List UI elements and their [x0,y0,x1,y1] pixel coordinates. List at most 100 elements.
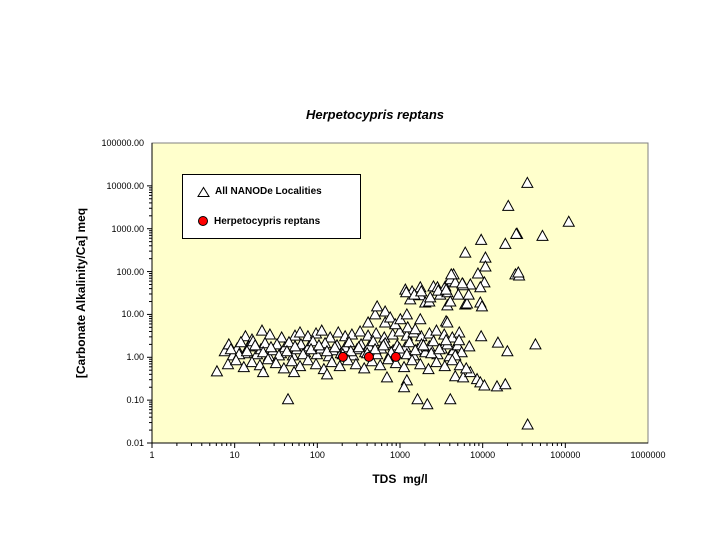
data-point-triangle [520,176,534,188]
data-point-triangle [309,357,323,370]
legend-entry-herpetocypris-reptans: Herpetocypris reptans [197,215,360,227]
x-tick-label: 100 [309,450,325,460]
data-point-triangle [258,336,272,349]
data-point-triangle [452,288,465,300]
data-point-triangle [400,307,414,320]
y-tick-label: 0.01 [126,438,144,448]
data-point-triangle [422,362,435,375]
data-point-circle [363,351,374,362]
data-point-triangle [366,334,380,347]
data-point-triangle [417,338,430,351]
x-tick-label: 1000 [389,450,411,460]
y-tick-label: 100000.00 [101,138,144,148]
data-point-triangle [245,355,259,368]
data-point-triangle [562,215,576,227]
data-point-triangle [381,352,395,365]
data-point-triangle [282,335,296,348]
data-point-triangle [411,392,424,405]
data-point-triangle [498,377,512,390]
legend: All NANODe Localities Herpetocypris rept… [182,174,361,239]
data-point-triangle [306,334,320,347]
data-point-triangle [240,344,254,357]
data-point-triangle [448,275,462,288]
triangle-marker-icon [197,186,210,197]
data-point-triangle [430,324,443,336]
data-point-triangle [501,199,515,211]
data-point-triangle [377,338,390,351]
data-point-triangle [255,324,269,336]
chart-title: Herpetocypris reptans [306,107,444,122]
data-point-triangle [328,340,342,353]
data-point-triangle [325,355,339,368]
data-point-triangle [430,355,443,368]
data-point-triangle [401,320,415,333]
data-point-triangle [479,260,492,272]
legend-entry-all-nanode-localities: All NANODe Localities [197,186,360,198]
x-tick-label: 100000 [550,450,581,460]
data-point-triangle [413,312,427,325]
data-point-triangle [277,361,291,374]
data-point-triangle [270,337,284,350]
data-point-triangle [248,338,262,351]
data-point-triangle [353,324,367,337]
data-point-triangle [474,329,488,342]
data-point-triangle [281,392,295,405]
data-point-triangle [288,339,302,352]
data-point-triangle [408,322,422,335]
data-point-triangle [293,325,307,338]
y-tick-label: 100.00 [116,266,144,277]
data-point-triangle [320,367,334,380]
data-point-triangle [275,330,288,343]
data-point-triangle [403,335,416,348]
data-point-triangle [474,233,488,245]
data-point-triangle [414,284,428,297]
data-point-triangle [427,334,440,347]
data-point-triangle [478,378,491,391]
x-tick-label: 10 [229,450,240,460]
data-point-triangle [293,359,307,372]
data-point-triangle [448,369,462,382]
data-point-triangle [439,283,453,295]
data-point-triangle [361,315,375,328]
data-point-triangle [473,280,487,293]
data-point-triangle [501,344,514,357]
data-point-triangle [400,347,414,360]
data-point-triangle [471,266,485,279]
x-axis-title: TDS mg/l [372,472,428,486]
data-point-triangle [368,342,382,355]
data-point-triangle [383,310,397,323]
data-point-triangle [263,327,277,340]
data-point-triangle [462,288,476,300]
data-point-triangle [234,335,248,348]
data-point-triangle [439,333,453,346]
data-point-triangle [498,237,512,249]
circle-marker-icon [198,216,208,227]
data-point-triangle [380,370,394,383]
y-tick-label: 10000.00 [106,180,144,191]
data-point-circle [390,351,401,362]
data-point-triangle [529,337,542,350]
data-point-triangle [256,365,270,378]
data-point-triangle [445,353,459,366]
data-point-triangle [333,359,347,372]
data-point-triangle [312,338,326,351]
data-point-triangle [269,356,283,369]
data-point-triangle [352,340,366,353]
y-tick-label: 10.00 [121,309,144,320]
data-point-triangle [373,358,387,371]
data-point-triangle [315,324,329,336]
data-point-triangle [357,361,371,374]
data-point-triangle [261,352,275,365]
data-point-triangle [413,357,427,370]
x-tick-label: 1000000 [630,450,666,460]
data-point-triangle [509,227,523,239]
data-point-triangle [452,333,466,346]
data-point-triangle [224,342,238,355]
data-point-triangle [397,360,411,373]
data-point-triangle [521,417,534,430]
data-point-triangle [460,296,474,309]
legend-label: All NANODe Localities [215,186,322,198]
data-point-triangle [453,358,467,371]
data-point-triangle [370,299,384,312]
